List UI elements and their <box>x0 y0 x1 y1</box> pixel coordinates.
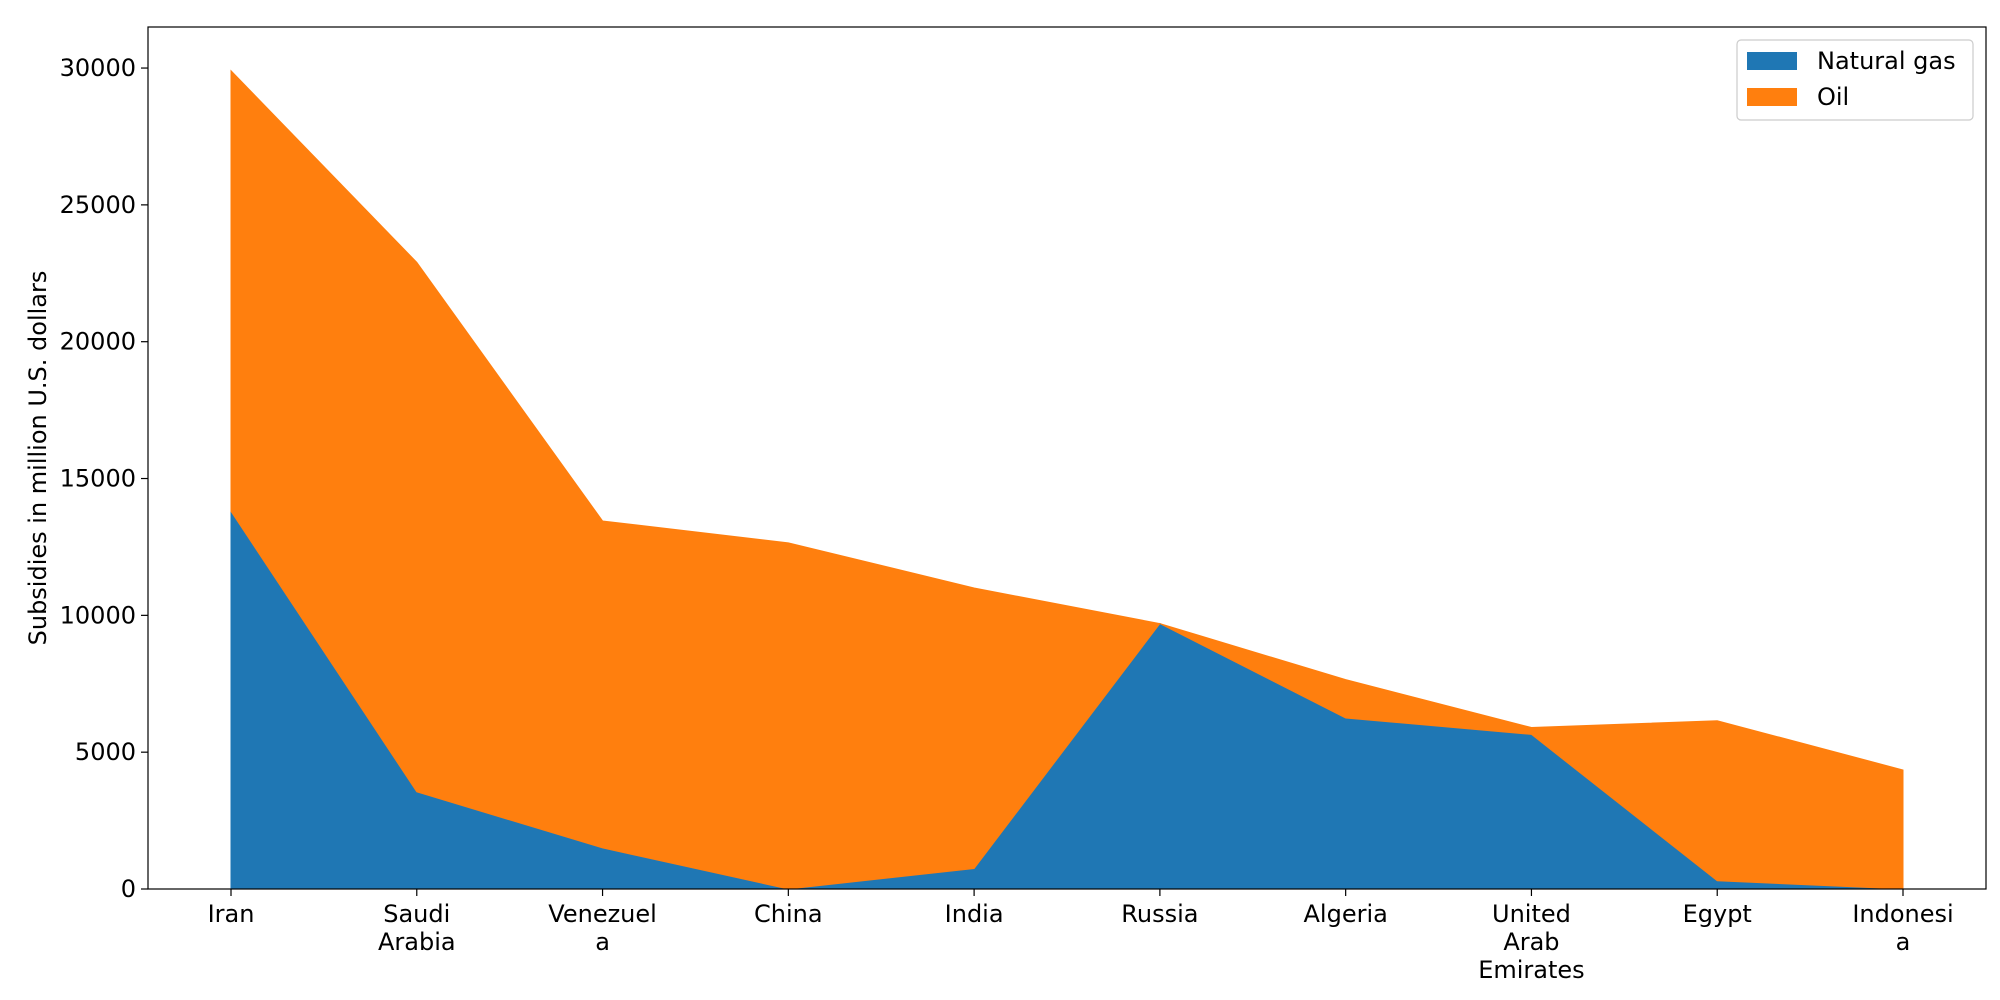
y-tick-label-25000: 25000 <box>60 191 136 219</box>
y-tick-label-15000: 15000 <box>60 465 136 493</box>
y-tick-label-30000: 30000 <box>60 54 136 82</box>
x-tick-label-india: India <box>945 900 1004 928</box>
y-tick-label-20000: 20000 <box>60 328 136 356</box>
legend-label-natural-gas: Natural gas <box>1817 47 1956 75</box>
x-tick-label-indonesi-a: Indonesi a <box>1852 900 1953 956</box>
x-tick-label-china: China <box>754 900 823 928</box>
x-axis: Iran Saudi Arabia Venezuel a China India Russia… <box>208 889 1954 984</box>
y-tick-label-10000: 10000 <box>60 601 136 629</box>
x-tick-label-venezuel-a: Venezuel a <box>548 900 657 956</box>
x-tick-label-russia: Russia <box>1121 900 1198 928</box>
areas-layer <box>230 69 1904 890</box>
plot-frame <box>147 26 1987 890</box>
x-tick-label-saudi-arabia: Saudi Arabia <box>378 900 456 956</box>
y-tick-label-0: 0 <box>121 875 136 903</box>
x-tick-label-egypt: Egypt <box>1683 900 1752 928</box>
x-tick-label-united-arab-emirates: United Arab Emirates <box>1478 900 1584 984</box>
x-tick-label-algeria: Algeria <box>1304 900 1388 928</box>
legend-label-oil: Oil <box>1817 83 1849 111</box>
legend: Natural gas Oil <box>1736 39 1974 121</box>
legend-swatch-oil <box>1747 88 1797 106</box>
x-tick-label-iran: Iran <box>208 900 255 928</box>
y-axis: 0 5000 10000 15000 20000 25000 30000 <box>60 54 148 903</box>
y-axis-label: Subsidies in million U.S. dollars <box>24 271 52 646</box>
y-tick-label-5000: 5000 <box>75 738 136 766</box>
legend-swatch-natural-gas <box>1747 52 1797 70</box>
